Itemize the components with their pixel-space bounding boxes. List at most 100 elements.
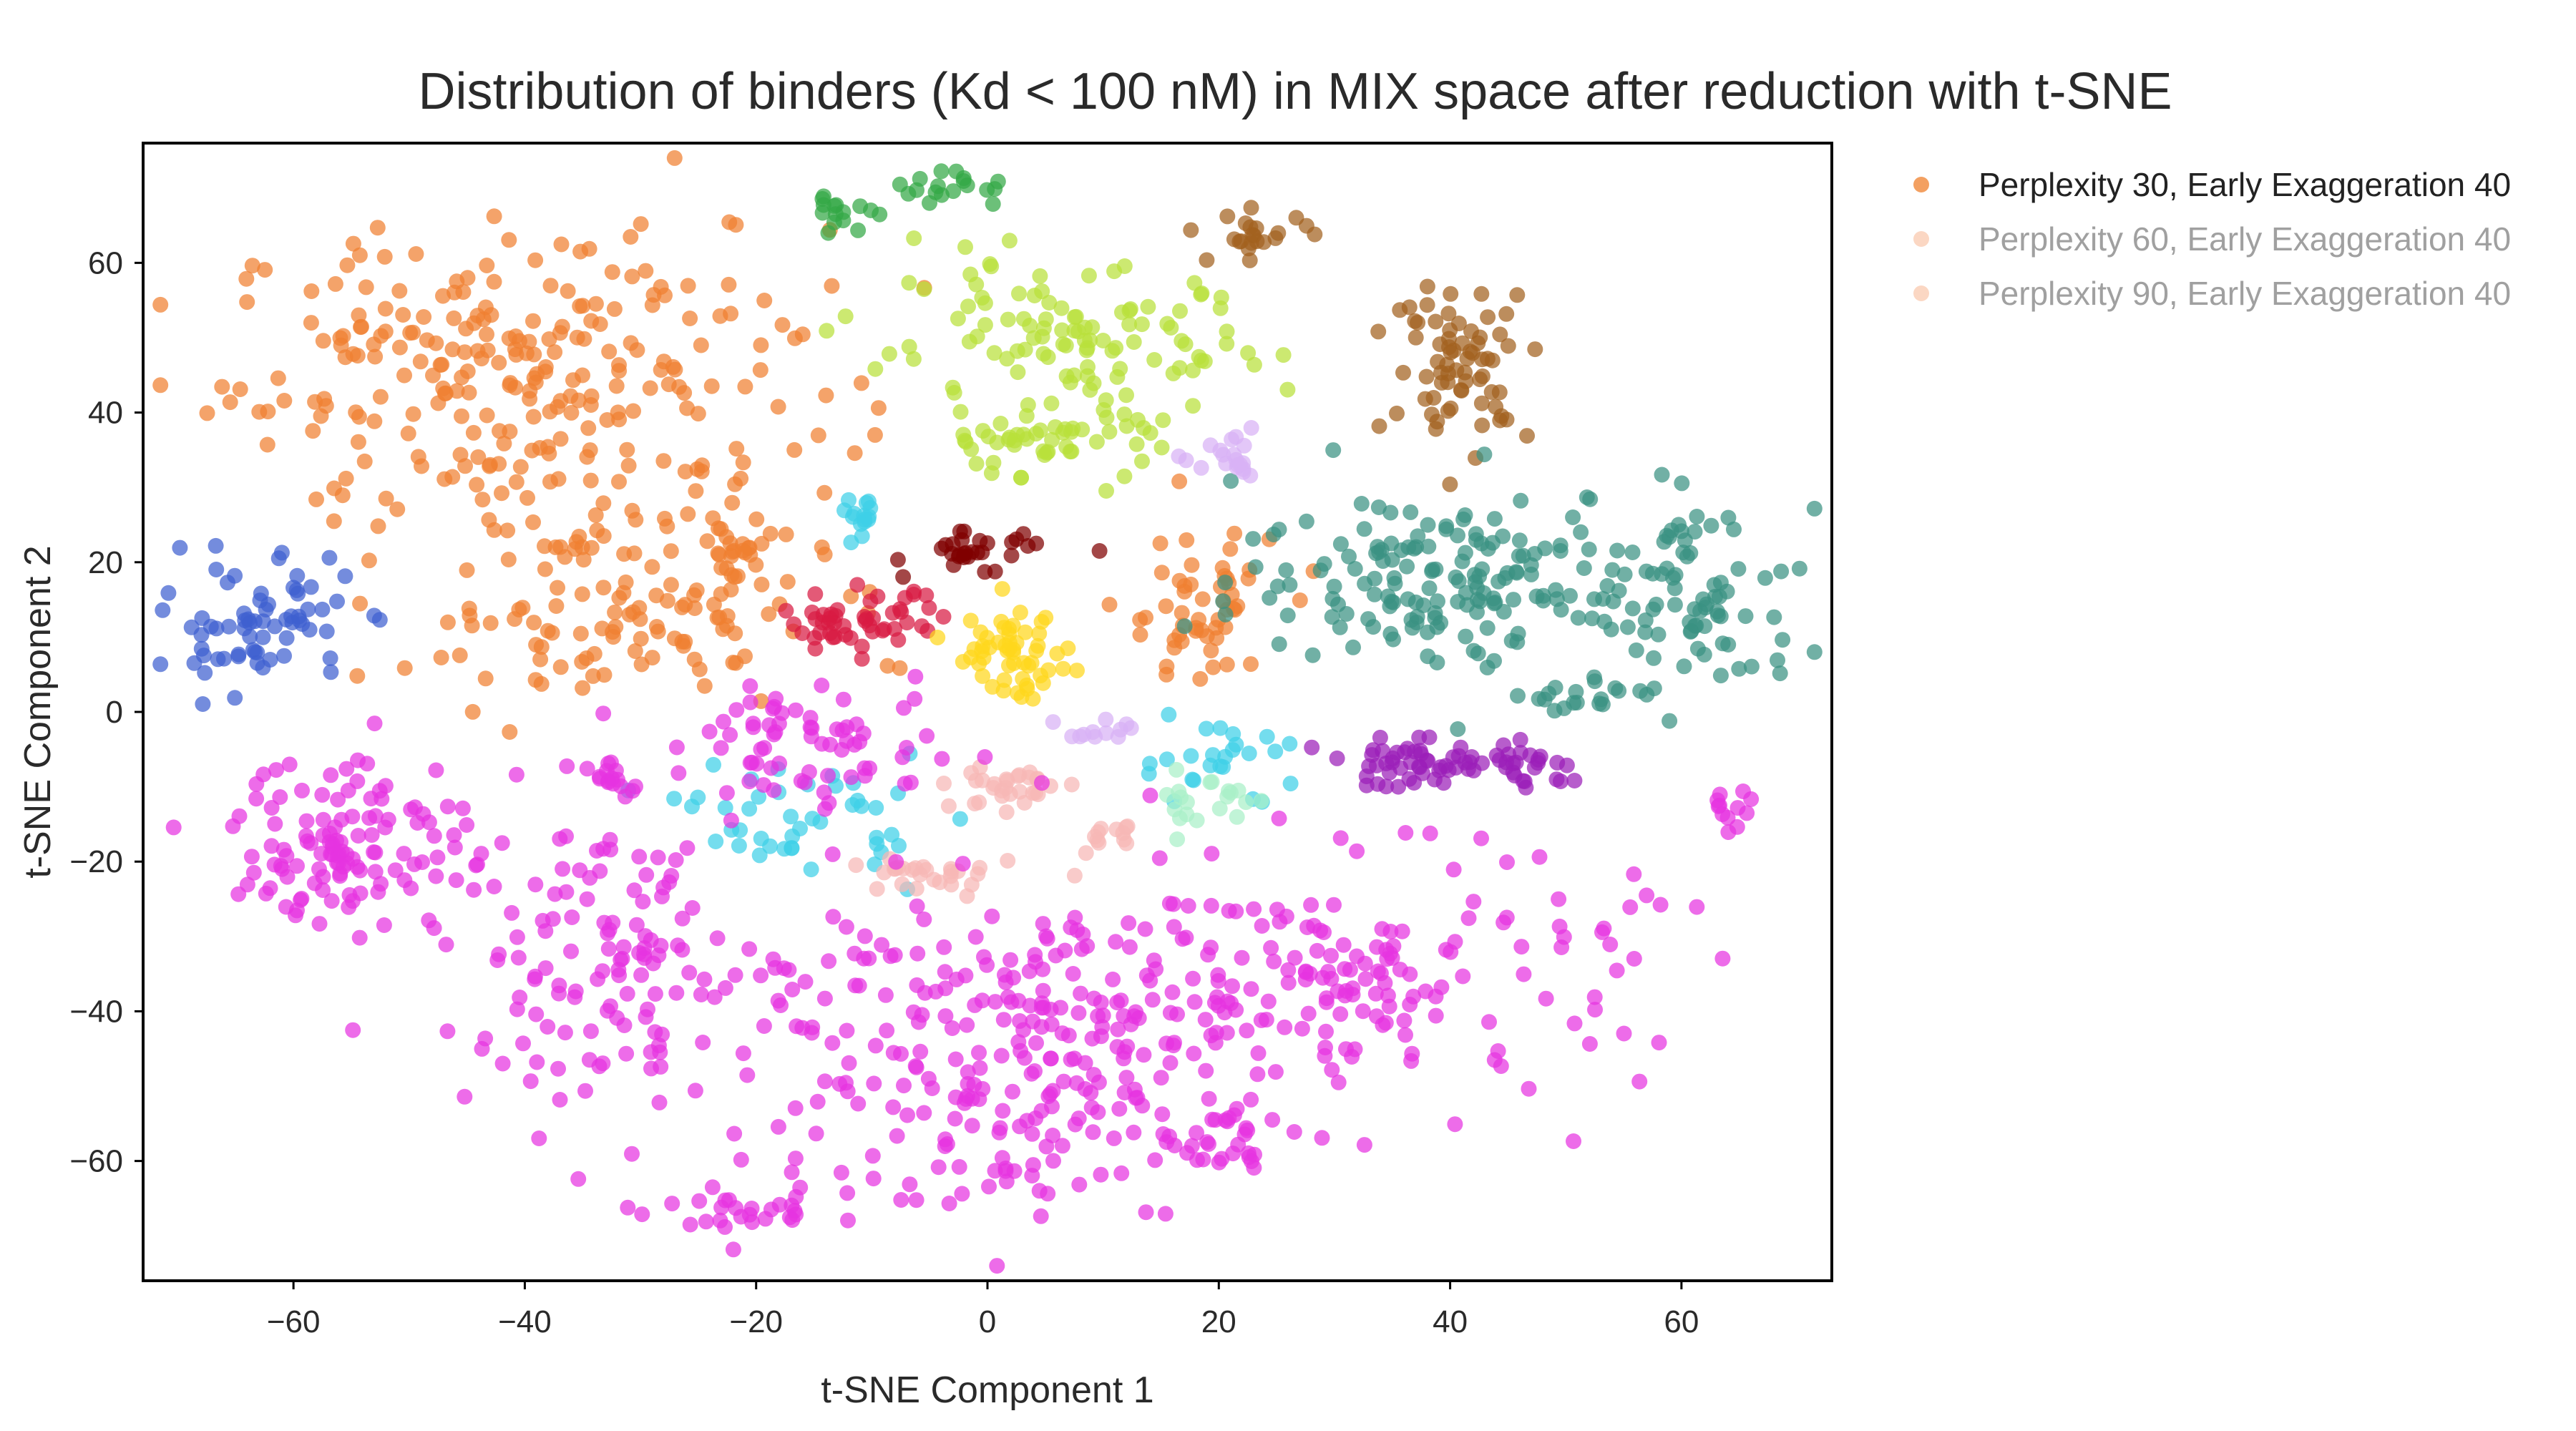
scatter-point	[376, 917, 392, 933]
scatter-point	[781, 962, 797, 978]
scatter-point	[1243, 1153, 1259, 1169]
scatter-point	[1063, 1051, 1079, 1068]
scatter-point	[1791, 560, 1807, 577]
scatter-point	[1212, 720, 1229, 736]
scatter-point	[244, 258, 260, 274]
scatter-point	[540, 1019, 556, 1035]
scatter-point	[1639, 887, 1655, 904]
scatter-point	[1356, 521, 1372, 537]
scatter-point	[1400, 741, 1415, 757]
scatter-point	[1654, 467, 1670, 483]
scatter-point	[294, 782, 310, 798]
scatter-point	[1300, 1005, 1317, 1022]
scatter-point	[1038, 311, 1054, 328]
scatter-point	[172, 539, 188, 556]
scatter-point	[474, 492, 491, 508]
scatter-point	[1158, 751, 1175, 768]
scatter-point	[1198, 721, 1214, 737]
scatter-point	[647, 986, 663, 1002]
scatter-point	[238, 270, 255, 287]
scatter-point	[531, 1130, 547, 1146]
scatter-point	[843, 769, 859, 786]
scatter-point	[1177, 336, 1194, 353]
scatter-point	[1440, 306, 1457, 322]
scatter-point	[1243, 200, 1259, 216]
scatter-point	[879, 658, 896, 674]
scatter-point	[872, 206, 888, 223]
scatter-point	[356, 453, 373, 469]
scatter-point	[245, 642, 261, 658]
scatter-point	[595, 963, 610, 980]
scatter-point	[501, 232, 517, 248]
scatter-point	[899, 615, 915, 631]
scatter-point	[1486, 653, 1502, 669]
scatter-point	[1111, 1100, 1128, 1117]
scatter-point	[864, 623, 881, 640]
scatter-point	[1450, 721, 1466, 737]
scatter-point	[1254, 918, 1270, 934]
scatter-point	[889, 552, 906, 568]
scatter-point	[1189, 1152, 1205, 1168]
legend-item[interactable]: Perplexity 30, Early Exaggeration 40	[1913, 166, 2511, 203]
scatter-point	[1299, 919, 1315, 935]
legend-item[interactable]: Perplexity 60, Early Exaggeration 40	[1913, 220, 2511, 258]
scatter-point	[1141, 766, 1157, 782]
scatter-point	[1329, 750, 1345, 766]
scatter-point	[1485, 590, 1502, 607]
scatter-point	[1146, 952, 1162, 969]
scatter-point	[711, 547, 727, 563]
scatter-point	[748, 511, 765, 527]
legend-item[interactable]: Perplexity 90, Early Exaggeration 40	[1913, 275, 2511, 312]
scatter-point	[537, 960, 554, 977]
scatter-point	[380, 811, 396, 828]
x-tick-label: −20	[729, 1304, 783, 1339]
scatter-point	[957, 967, 974, 984]
scatter-point	[1387, 575, 1403, 592]
scatter-point	[245, 864, 262, 881]
scatter-point	[1596, 613, 1613, 630]
scatter-point	[1088, 434, 1105, 450]
scatter-point	[1667, 597, 1683, 613]
scatter-point	[1687, 524, 1703, 540]
scatter-point	[300, 601, 316, 617]
scatter-point	[481, 512, 497, 528]
scatter-point	[1602, 937, 1619, 952]
scatter-point	[595, 705, 612, 722]
scatter-point	[1202, 437, 1219, 454]
scatter-point	[992, 1120, 1008, 1136]
scatter-point	[1652, 897, 1669, 913]
scatter-point	[751, 847, 768, 864]
scatter-point	[1176, 618, 1193, 635]
scatter-point	[1038, 1138, 1055, 1155]
scatter-point	[717, 1218, 733, 1235]
scatter-point	[307, 394, 323, 410]
scatter-point	[969, 328, 985, 345]
scatter-point	[619, 985, 635, 1002]
scatter-point	[155, 602, 171, 618]
scatter-point	[1720, 509, 1737, 526]
scatter-point	[989, 1258, 1005, 1274]
scatter-point	[680, 278, 696, 294]
scatter-point	[868, 800, 884, 816]
scatter-point	[1126, 334, 1142, 350]
scatter-point	[1073, 985, 1089, 1002]
scatter-point	[255, 613, 271, 630]
scatter-point	[1063, 919, 1079, 936]
y-tick-label: 0	[106, 695, 123, 730]
scatter-point	[945, 379, 961, 396]
scatter-point	[486, 879, 502, 894]
scatter-point	[436, 471, 453, 487]
scatter-point	[555, 861, 571, 877]
scatter-point	[731, 838, 747, 854]
scatter-point	[788, 702, 804, 718]
scatter-point	[1033, 1103, 1050, 1119]
legend[interactable]: Perplexity 30, Early Exaggeration 40 Perp…	[1913, 166, 2511, 312]
scatter-point	[715, 621, 731, 638]
scatter-point	[1142, 972, 1158, 989]
scatter-point	[1743, 658, 1760, 675]
scatter-point	[1731, 660, 1747, 677]
scatter-point	[1246, 356, 1262, 373]
scatter-point	[1003, 994, 1020, 1010]
scatter-point	[281, 756, 298, 773]
scatter-point	[857, 512, 873, 528]
